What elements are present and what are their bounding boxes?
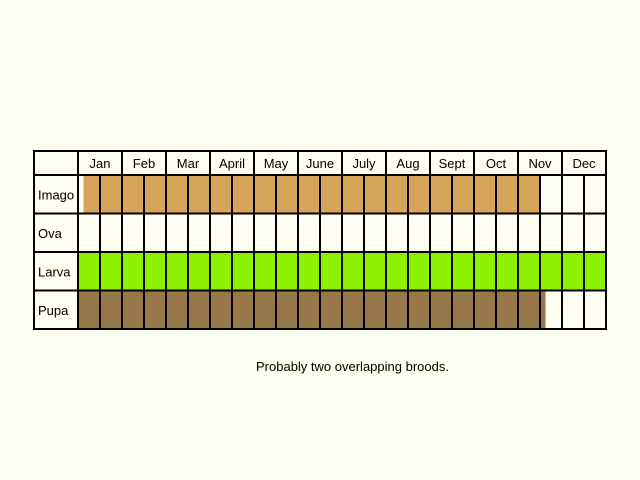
month-label: Nov (528, 156, 552, 171)
month-label: June (306, 156, 334, 171)
stage-label-imago: Imago (38, 187, 74, 202)
stage-bar-imago (83, 175, 540, 214)
stage-bar-pupa (78, 290, 546, 329)
month-label: Jan (90, 156, 111, 171)
stage-label-ova: Ova (38, 226, 63, 241)
stage-label-pupa: Pupa (38, 303, 69, 318)
month-label: April (219, 156, 245, 171)
month-label: July (352, 156, 376, 171)
month-label: Feb (133, 156, 155, 171)
month-label: Oct (486, 156, 507, 171)
month-label: Mar (177, 156, 200, 171)
chart-note: Probably two overlapping broods. (256, 359, 449, 374)
stage-label-larva: Larva (38, 264, 71, 279)
month-label: May (264, 156, 289, 171)
month-label: Sept (439, 156, 466, 171)
month-label: Dec (572, 156, 596, 171)
month-label: Aug (396, 156, 419, 171)
